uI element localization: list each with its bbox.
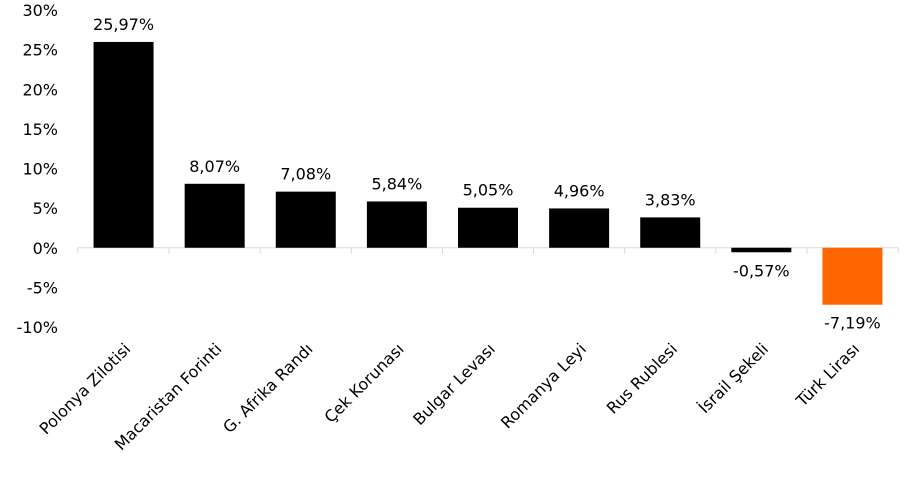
data-label: 7,08% — [280, 165, 331, 184]
category-label: Romanya Leyi — [497, 339, 590, 432]
y-tick-label: 15% — [22, 120, 58, 139]
y-tick-label: 10% — [22, 160, 58, 179]
bar — [366, 201, 427, 248]
bar — [640, 217, 701, 248]
category-label: Çek Korunası — [321, 339, 408, 426]
data-label: 8,07% — [189, 157, 240, 176]
data-label: 5,05% — [463, 181, 514, 200]
category-label: G. Afrika Randı — [219, 339, 316, 436]
y-tick-label: 25% — [22, 41, 58, 60]
bar — [822, 247, 883, 305]
y-tick-label: 30% — [22, 1, 58, 20]
bar — [549, 208, 610, 248]
bar — [458, 207, 518, 248]
data-labels: 25,97% 8,07% 7,08% 5,84% 5,05% 4,96% 3,83% -0,5… — [93, 15, 881, 333]
bar — [93, 41, 154, 248]
data-label: 25,97% — [93, 15, 154, 34]
y-tick-label: 0% — [33, 239, 58, 258]
category-label: Rus Rublesi — [603, 339, 681, 417]
bar — [184, 183, 245, 248]
bars — [93, 41, 883, 305]
data-label: -0,57% — [733, 261, 790, 280]
y-tick-label: 20% — [22, 80, 58, 99]
category-label: İsrail Şekeli — [694, 339, 772, 417]
y-tick-label: 5% — [33, 199, 58, 218]
category-label: Bulgar Levası — [409, 339, 499, 429]
data-label: 4,96% — [554, 181, 605, 200]
data-label: -7,19% — [824, 314, 881, 333]
bar — [731, 247, 792, 253]
y-tick-label: -5% — [27, 278, 58, 297]
y-tick-label: -10% — [17, 318, 58, 337]
data-label: 3,83% — [645, 190, 696, 209]
data-label: 5,84% — [371, 174, 422, 193]
y-axis-ticks: -10% -5% 0% 5% 10% 15% 20% 25% 30% — [17, 1, 58, 337]
category-label: Türk Lirası — [792, 339, 864, 411]
bar — [275, 191, 336, 248]
category-label: Polonya Zilotisi — [36, 339, 135, 438]
